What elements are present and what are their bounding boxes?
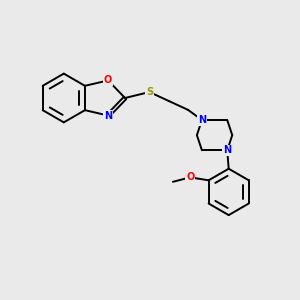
Text: N: N bbox=[104, 110, 112, 121]
Text: N: N bbox=[198, 115, 206, 125]
Text: N: N bbox=[223, 145, 231, 155]
Text: O: O bbox=[104, 76, 112, 85]
Text: S: S bbox=[146, 87, 153, 97]
Text: O: O bbox=[186, 172, 194, 182]
